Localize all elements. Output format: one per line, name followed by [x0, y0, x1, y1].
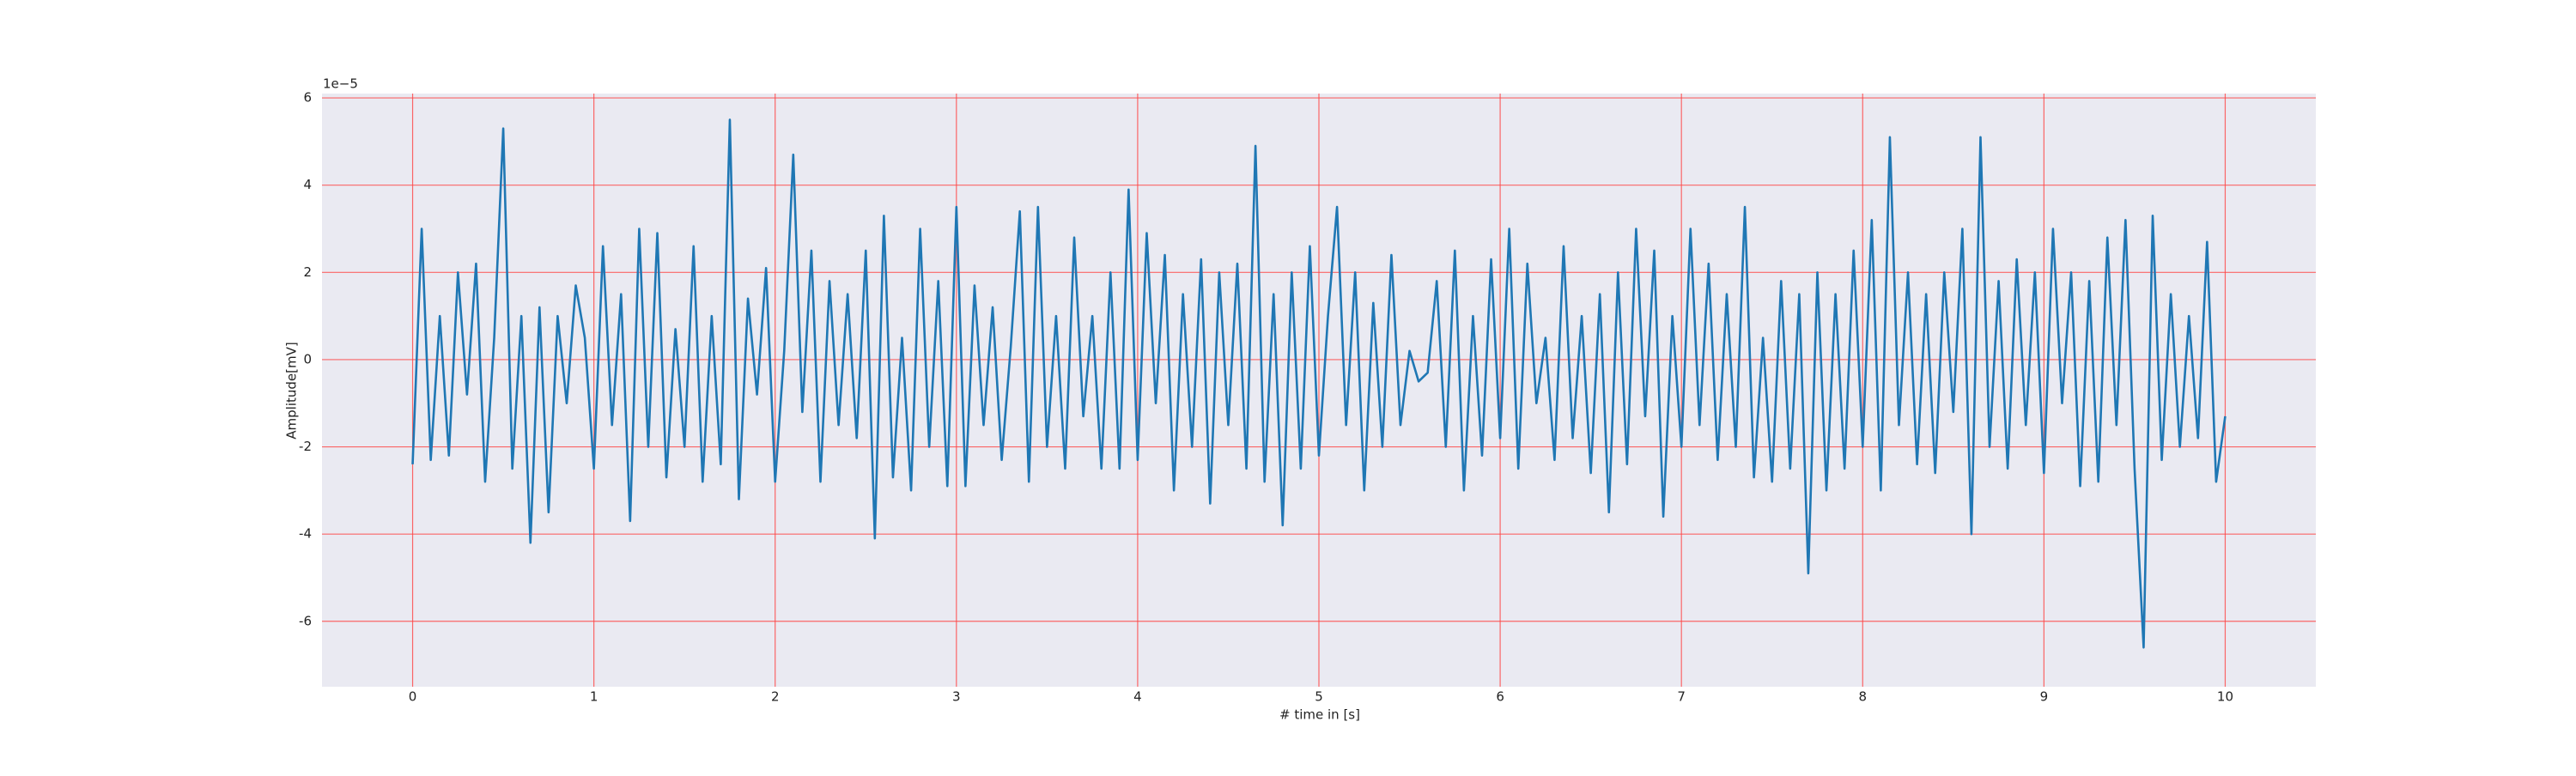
x-tick-label: 3	[952, 689, 961, 705]
y-tick-label: 2	[303, 264, 312, 280]
x-tick-label: 10	[2217, 689, 2233, 705]
x-tick-label: 7	[1677, 689, 1686, 705]
y-tick-label: -6	[299, 613, 312, 628]
y-tick-label: -2	[299, 439, 312, 454]
x-tick-label: 1	[590, 689, 598, 705]
x-tick-label: 8	[1858, 689, 1867, 705]
y-axis-label: Amplitude[mV]	[284, 342, 300, 439]
x-tick-label: 2	[771, 689, 780, 705]
x-tick-label: 6	[1496, 689, 1504, 705]
y-tick-label: -4	[299, 526, 312, 542]
x-tick-label: 9	[2040, 689, 2049, 705]
y-tick-label: 6	[303, 90, 312, 106]
x-tick-label: 5	[1315, 689, 1323, 705]
x-axis-label: # time in [s]	[1279, 707, 1360, 723]
offset-label: 1e−5	[323, 76, 358, 92]
x-tick-label: 4	[1133, 689, 1142, 705]
series-line	[411, 118, 2227, 649]
x-tick-label: 0	[409, 689, 417, 705]
y-tick-label: 4	[303, 177, 312, 192]
y-tick-label: 0	[303, 351, 312, 367]
